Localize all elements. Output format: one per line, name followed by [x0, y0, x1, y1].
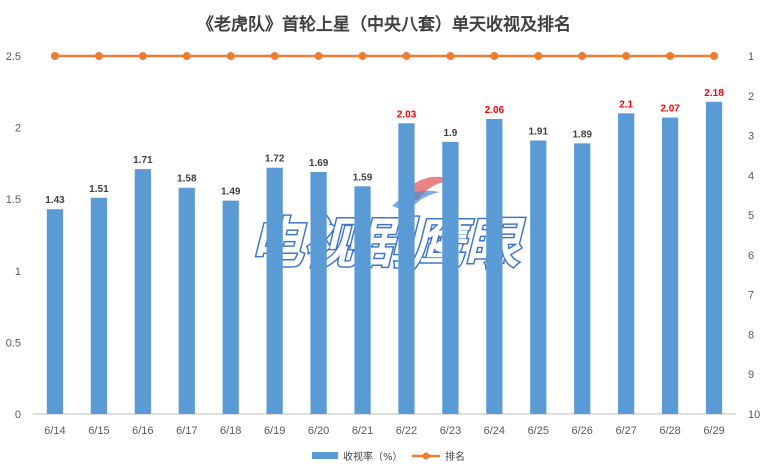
legend: 收视率（%） 排名 [312, 450, 465, 463]
legend-label-bar: 收视率（%） [343, 450, 403, 463]
bar [266, 167, 283, 414]
rank-point [270, 52, 279, 60]
bar-value-label: 1.43 [45, 195, 65, 206]
rank-point [490, 52, 499, 60]
bar-value-label: 2.1 [619, 99, 633, 110]
y-left-tick-label: 1 [15, 266, 21, 278]
rank-point [182, 52, 191, 60]
bar [354, 186, 371, 414]
bar-value-label: 2.07 [660, 104, 680, 115]
rank-point [358, 52, 367, 60]
bar-value-label: 1.89 [572, 129, 592, 140]
y-left-tick-label: 2 [15, 123, 21, 135]
bar [705, 101, 723, 414]
x-tick-label: 6/19 [264, 425, 285, 437]
bar [310, 171, 327, 414]
bar-value-label: 1.58 [177, 174, 197, 185]
legend-marker-line [422, 452, 430, 460]
bar [486, 119, 503, 415]
bar [574, 143, 591, 415]
x-tick-label: 6/21 [352, 425, 373, 437]
x-tick-label: 6/20 [308, 425, 329, 437]
bar [661, 117, 679, 415]
y-left-tick-label: 0.5 [6, 337, 21, 349]
x-tick-label: 6/16 [132, 425, 153, 437]
bar [178, 187, 195, 414]
x-tick-label: 6/22 [396, 425, 417, 437]
bar-value-label: 2.18 [704, 88, 724, 99]
bar-value-label: 2.06 [485, 105, 505, 116]
x-tick-label: 6/18 [220, 425, 241, 437]
x-tick-label: 6/14 [44, 425, 65, 437]
legend-swatch-bar [312, 452, 338, 459]
plot-area: 0 0.5 1 1.5 2 2.5 1 2 3 4 5 6 7 8 9 10 1.43 1.51 1.71 1.58 1… [6, 51, 761, 437]
bar [134, 169, 151, 414]
y-left-tick-label: 1.5 [6, 194, 21, 206]
watermark: 电视剧鹰眼 [248, 176, 527, 277]
bar-value-label: 1.9 [443, 128, 457, 139]
bar [222, 200, 239, 414]
x-tick-label: 6/29 [703, 425, 724, 437]
x-tick-label: 6/23 [440, 425, 461, 437]
rank-point [710, 52, 719, 60]
bar [530, 140, 547, 414]
x-tick-label: 6/17 [176, 425, 197, 437]
y-left-tick-label: 2.5 [6, 51, 21, 63]
y-right-tick-label: 7 [748, 290, 754, 302]
bar-value-label: 2.03 [397, 109, 417, 120]
rank-point [402, 52, 411, 60]
bar-value-label: 1.51 [89, 184, 109, 195]
y-right-tick-label: 9 [748, 369, 754, 381]
rank-point [50, 52, 59, 60]
rank-point [666, 52, 675, 60]
bar [398, 123, 415, 414]
y-right-tick-label: 6 [748, 250, 754, 262]
chart-title: 《老虎队》首轮上星（中央八套）单天收视及排名 [197, 14, 571, 35]
y-right-tick-label: 5 [748, 210, 754, 222]
bar-value-label: 1.59 [353, 172, 373, 183]
x-tick-label: 6/28 [659, 425, 680, 437]
rank-point [534, 52, 543, 60]
y-right-tick-label: 10 [748, 409, 760, 421]
bar-value-label: 1.72 [265, 154, 285, 165]
watermark-text: 电视剧鹰眼 [249, 212, 526, 275]
rank-point [622, 52, 631, 60]
y-right-tick-label: 2 [748, 91, 754, 103]
y-left-tick-label: 0 [15, 409, 21, 421]
rank-point [94, 52, 103, 60]
rank-point [578, 52, 587, 60]
rank-point [446, 52, 455, 60]
rank-point [314, 52, 323, 60]
rank-point [226, 52, 235, 60]
bar [618, 113, 635, 414]
bar-value-label: 1.69 [309, 158, 329, 169]
bar-value-label: 1.91 [529, 126, 549, 137]
x-tick-label: 6/26 [572, 425, 593, 437]
x-tick-label: 6/24 [484, 425, 505, 437]
y-right-tick-label: 4 [748, 170, 754, 182]
x-tick-label: 6/25 [528, 425, 549, 437]
x-tick-label: 6/27 [615, 425, 636, 437]
y-right-tick-label: 8 [748, 329, 754, 341]
bar [442, 141, 459, 415]
bar [46, 209, 64, 414]
bar-value-label: 1.49 [221, 187, 241, 198]
bar [90, 197, 108, 414]
bar-value-label: 1.71 [133, 155, 153, 166]
x-tick-label: 6/15 [88, 425, 109, 437]
rank-point [138, 52, 147, 60]
legend-label-line: 排名 [445, 450, 465, 463]
y-right-tick-label: 3 [748, 131, 754, 143]
y-right-tick-label: 1 [748, 51, 754, 63]
